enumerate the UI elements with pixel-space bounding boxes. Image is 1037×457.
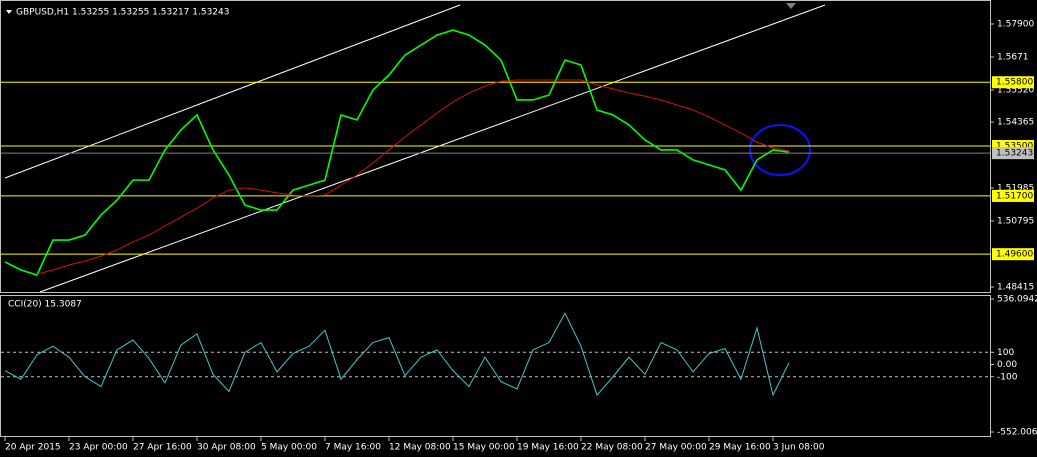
x-tick-label: 22 May 08:00 (581, 443, 643, 453)
x-tick-label: 3 Jun 08:00 (773, 443, 825, 453)
x-tick-label: 7 May 16:00 (325, 443, 381, 453)
y-tick-label: -100 (997, 372, 1018, 382)
y-tick-label: 1.48415 (997, 283, 1034, 293)
series-line (4, 29, 790, 276)
y-tick-label: 536.0942 (997, 295, 1037, 305)
x-tick-label: 29 May 16:00 (709, 443, 771, 453)
price-level-box (992, 248, 1034, 261)
price-level-label: 1.53500 (996, 142, 1033, 152)
y-tick-label: 0.00 (997, 360, 1017, 370)
price-level-label: 1.51700 (996, 191, 1033, 201)
y-tick-label: 1.57900 (997, 19, 1034, 29)
series-line (36, 79, 790, 275)
y-tick-label: 1.5671 (997, 52, 1029, 62)
x-tick-label: 30 Apr 08:00 (197, 443, 256, 453)
y-tick-label: 100 (997, 348, 1014, 358)
y-tick-label: -552.0064 (997, 428, 1037, 438)
x-tick-label: 27 Apr 16:00 (133, 443, 192, 453)
y-tick-label: 1.51985 (997, 184, 1034, 194)
main-frame (0, 0, 991, 293)
cci-title: CCI(20) 15.3087 (8, 300, 82, 310)
shift-marker (786, 3, 796, 9)
last-price-label: 1.53243 (996, 149, 1033, 159)
y-tick-label: 1.54365 (997, 118, 1034, 128)
y-tick-label: 1.50795 (997, 217, 1034, 227)
x-tick-label: 15 May 00:00 (453, 443, 515, 453)
highlight-ellipse (749, 124, 811, 176)
price-level-box (992, 189, 1034, 202)
y-tick-label: 1.55520 (997, 85, 1034, 95)
price-level-label: 1.55800 (996, 78, 1033, 88)
x-tick-label: 23 Apr 00:00 (69, 443, 128, 453)
chart-title: GBPUSD,H1 1.53255 1.53255 1.53217 1.5324… (16, 8, 229, 18)
x-tick-label: 27 May 00:00 (645, 443, 707, 453)
channel-line (4, 4, 461, 179)
series-line (4, 312, 790, 397)
cci-frame (0, 295, 991, 437)
menu-arrow (6, 10, 12, 14)
last-price-box (992, 147, 1034, 160)
x-tick-label: 12 May 08:00 (389, 443, 451, 453)
x-tick-label: 19 May 16:00 (517, 443, 579, 453)
price-level-label: 1.49600 (996, 250, 1033, 260)
x-tick-label: 5 May 00:00 (261, 443, 317, 453)
channel-line (39, 4, 826, 293)
price-level-box (992, 76, 1034, 89)
x-tick-label: 20 Apr 2015 (5, 443, 61, 453)
